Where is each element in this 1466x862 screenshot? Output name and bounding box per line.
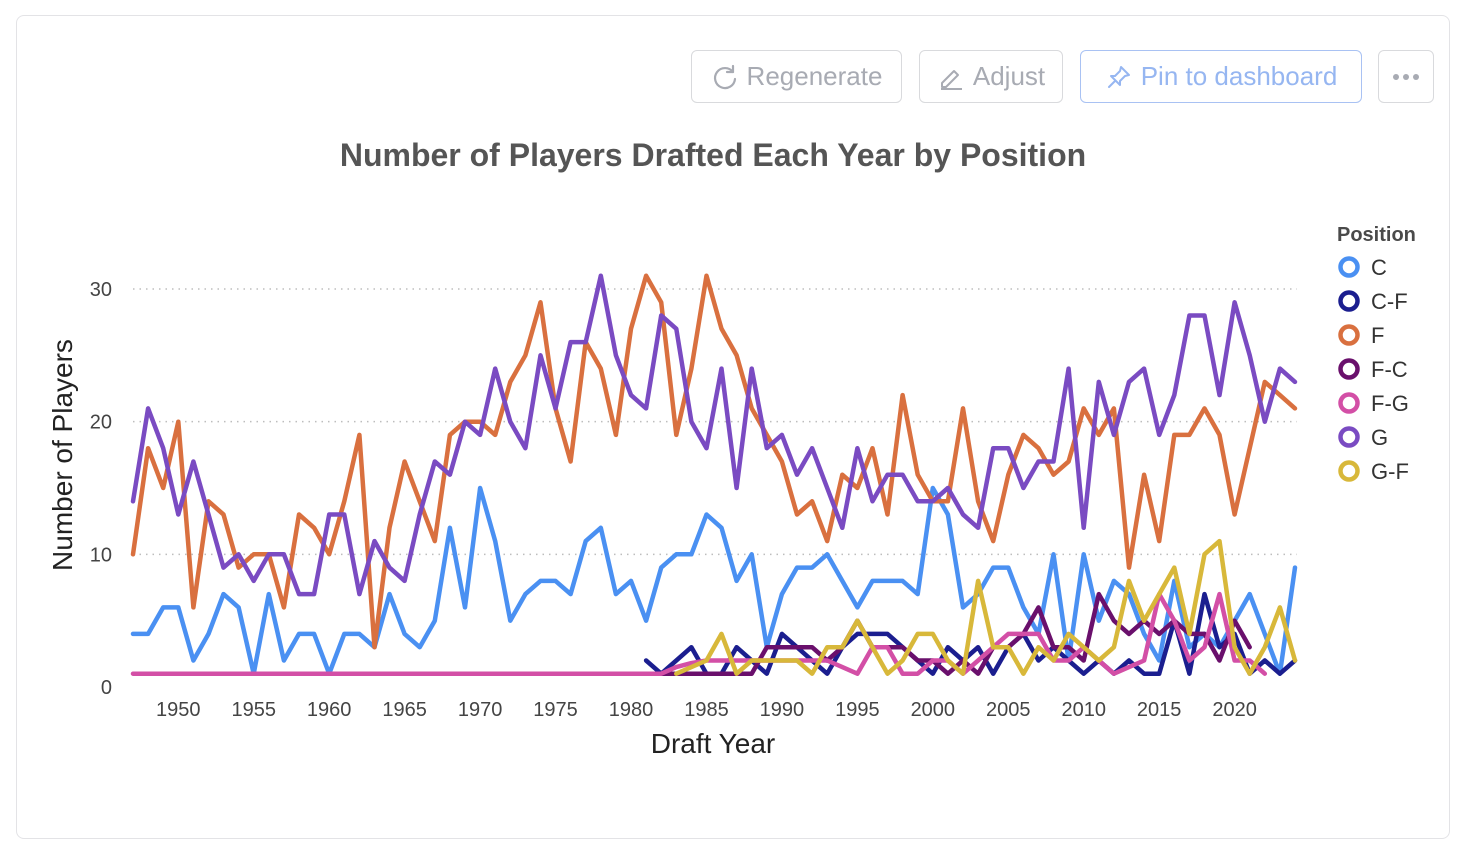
- y-tick-label: 10: [90, 544, 112, 566]
- x-tick-label: 2005: [986, 699, 1031, 721]
- legend-label: G-F: [1371, 459, 1409, 484]
- y-axis-title: Number of Players: [47, 339, 78, 571]
- pencil-icon: [940, 69, 962, 90]
- legend-marker: [1338, 324, 1360, 346]
- x-tick-label: 1955: [231, 699, 276, 721]
- legend-title: Position: [1337, 224, 1416, 246]
- legend-marker: [1338, 460, 1360, 482]
- x-tick-label: 1975: [533, 699, 578, 721]
- legend-label: F-G: [1371, 391, 1409, 416]
- legend-label: F-C: [1371, 357, 1408, 382]
- legend: Position C C-F F F-C F-G G G-F: [1337, 224, 1416, 484]
- x-tick-label: 1995: [835, 699, 880, 721]
- refresh-icon: [713, 64, 736, 89]
- chart-card: [16, 15, 1450, 839]
- legend-label: F: [1371, 323, 1384, 348]
- y-tick-label: 20: [90, 412, 112, 434]
- pin-label: Pin to dashboard: [1140, 61, 1338, 91]
- x-tick-label: 1980: [609, 699, 654, 721]
- pin-icon: [1107, 65, 1130, 88]
- legend-label: C: [1371, 255, 1387, 280]
- adjust-label: Adjust: [972, 61, 1046, 91]
- x-tick-label: 1970: [458, 699, 503, 721]
- legend-label: G: [1371, 425, 1388, 450]
- legend-marker: [1338, 256, 1360, 278]
- y-tick-label: 0: [101, 677, 112, 699]
- adjust-button[interactable]: Adjust: [919, 50, 1063, 103]
- ellipsis-icon: [1393, 73, 1419, 80]
- x-tick-label: 1960: [307, 699, 352, 721]
- x-tick-label: 1950: [156, 699, 201, 721]
- x-tick-label: 2000: [911, 699, 956, 721]
- legend-marker: [1338, 426, 1360, 448]
- regenerate-label: Regenerate: [746, 61, 883, 91]
- legend-marker: [1338, 358, 1360, 380]
- x-tick-label: 1985: [684, 699, 729, 721]
- more-options-button[interactable]: [1378, 50, 1434, 103]
- chart-title: Number of Players Drafted Each Year by P…: [340, 137, 1086, 173]
- legend-label: C-F: [1371, 289, 1408, 314]
- regenerate-button[interactable]: Regenerate: [691, 50, 902, 103]
- series-line-c: [130, 485, 1298, 676]
- y-tick-label: 30: [90, 279, 112, 301]
- pin-to-dashboard-button[interactable]: Pin to dashboard: [1080, 50, 1362, 103]
- legend-marker: [1338, 290, 1360, 312]
- series-line-g-f: [674, 538, 1298, 676]
- x-axis-title: Draft Year: [651, 728, 776, 759]
- legend-marker: [1338, 392, 1360, 414]
- x-tick-label: 2020: [1212, 699, 1257, 721]
- x-tick-label: 1965: [382, 699, 427, 721]
- x-tick-label: 2015: [1137, 699, 1182, 721]
- x-tick-label: 1990: [760, 699, 805, 721]
- series-line-f: [130, 273, 1298, 650]
- series-line-g: [130, 273, 1298, 597]
- x-tick-label: 2010: [1061, 699, 1106, 721]
